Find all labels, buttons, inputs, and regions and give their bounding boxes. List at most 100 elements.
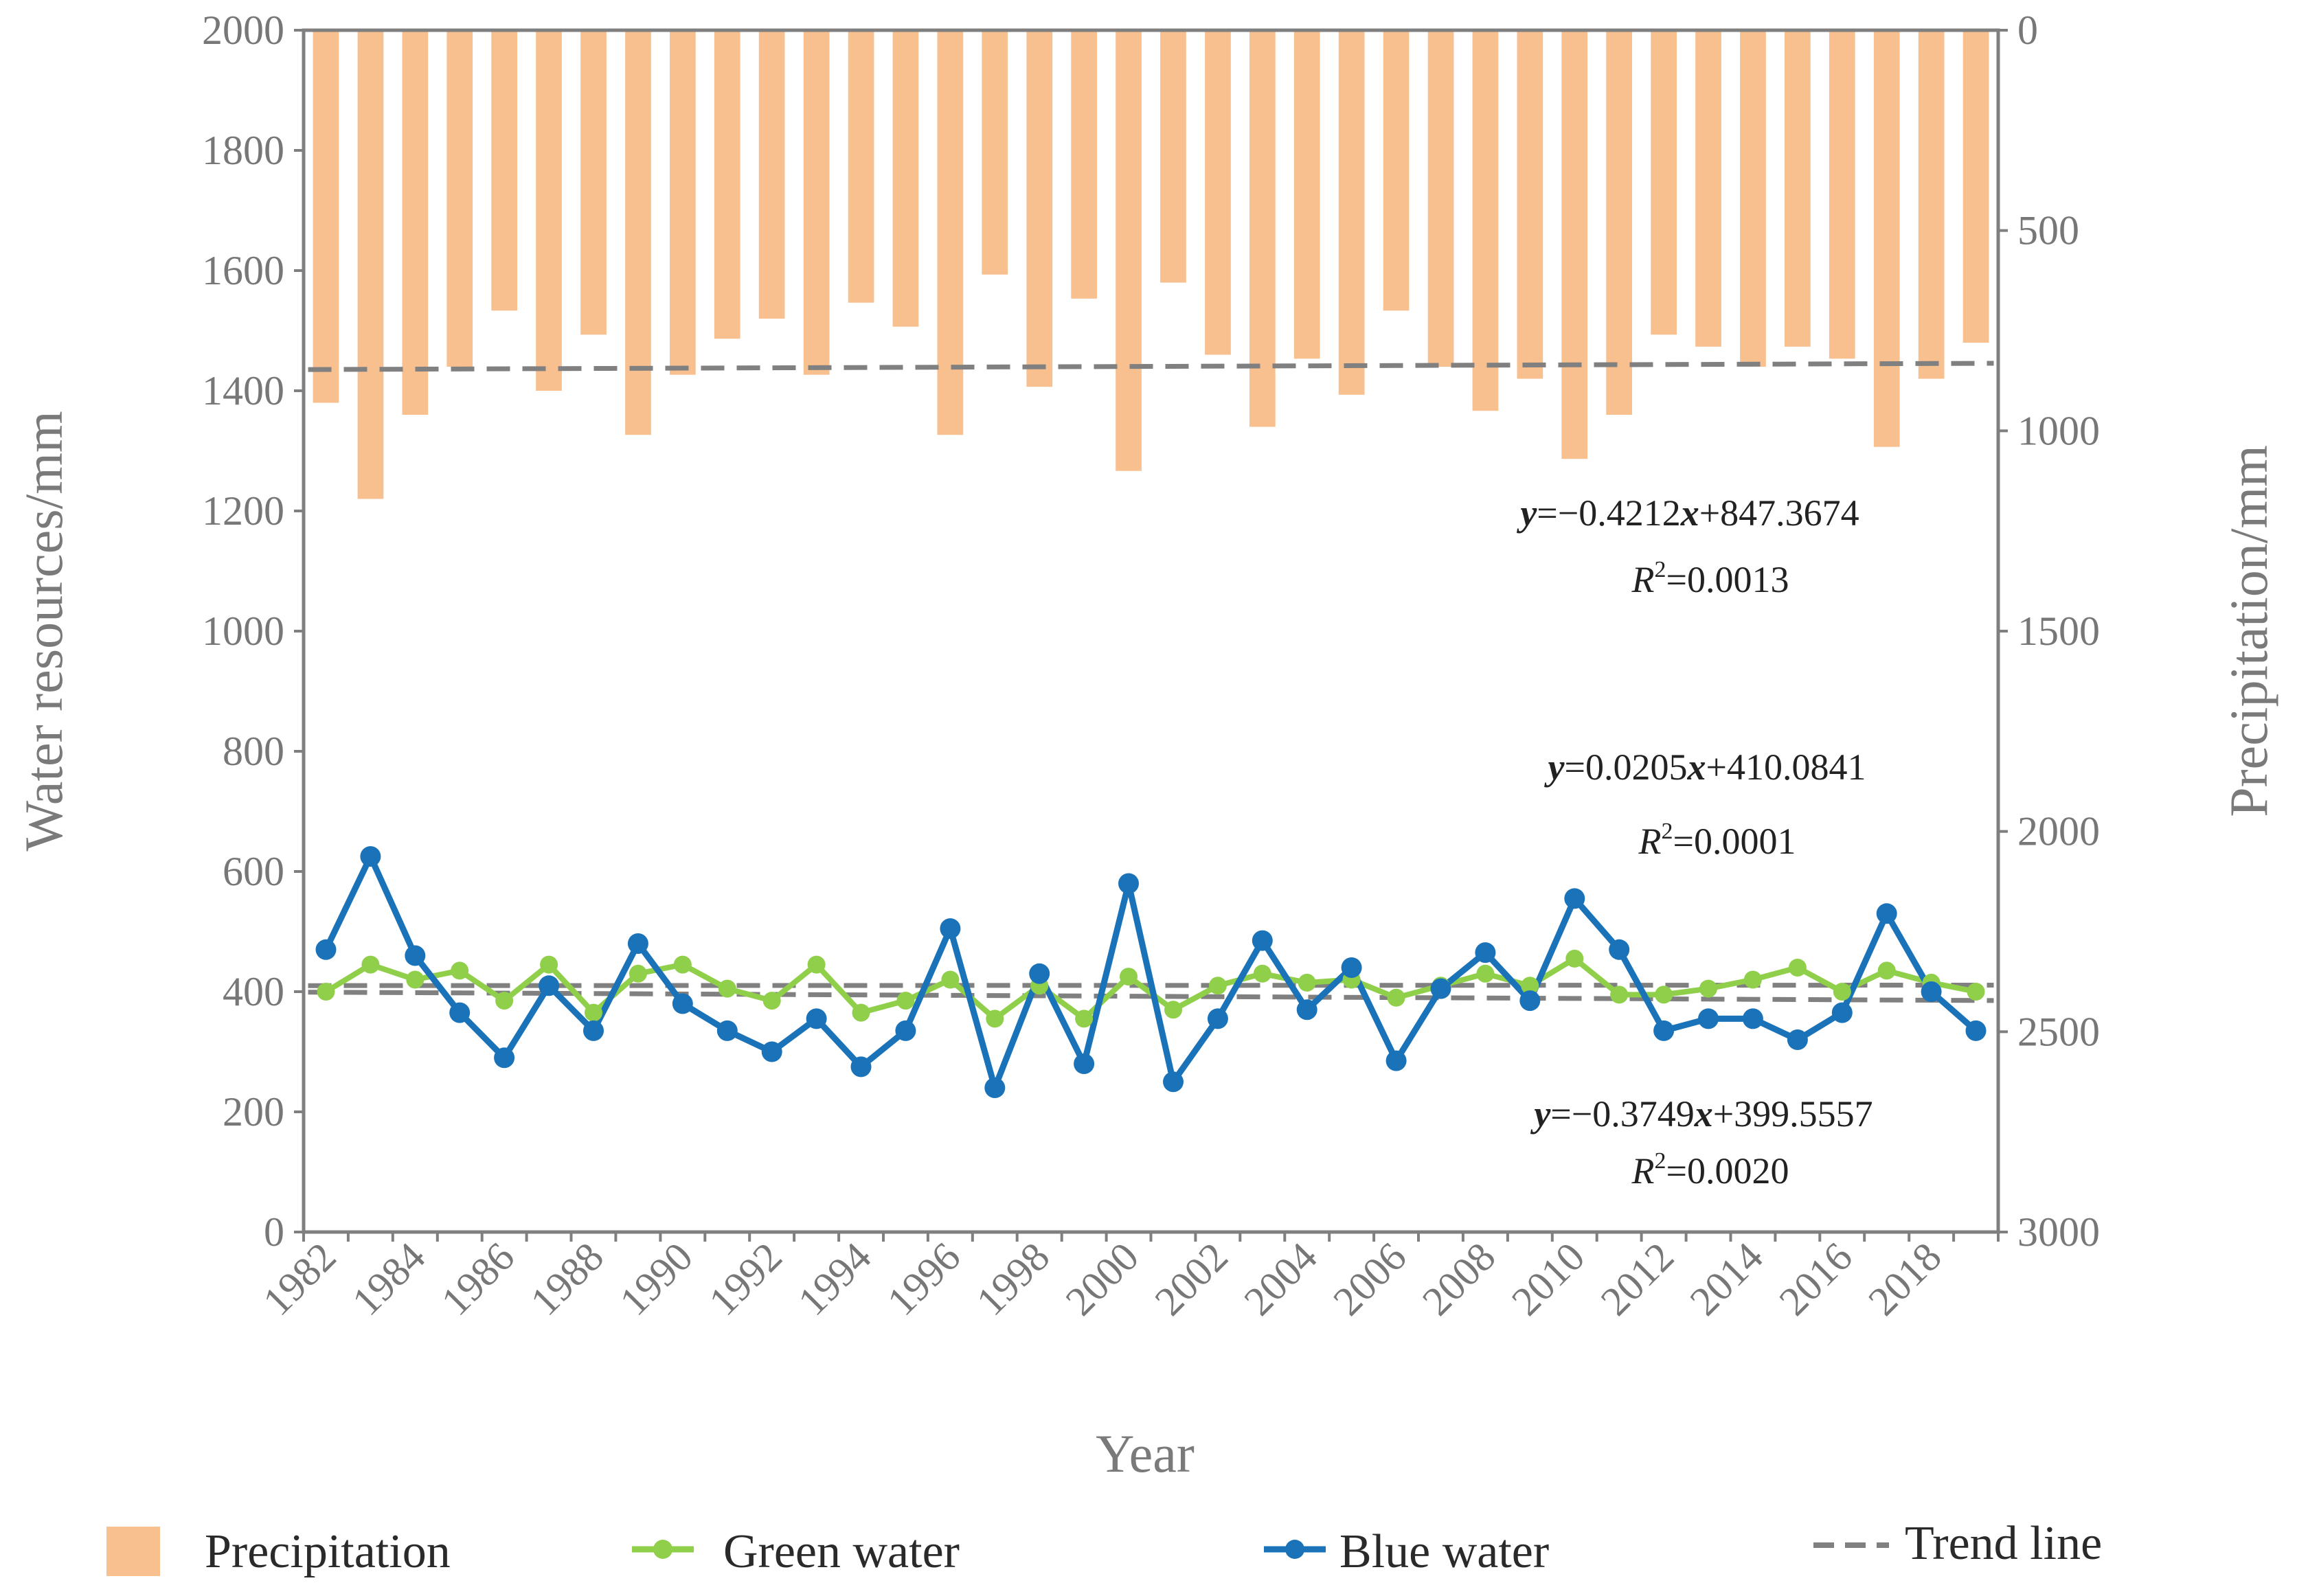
x-tick-label-2014: 2014: [1682, 1234, 1772, 1325]
legend-precipitation-swatch: [106, 1527, 160, 1576]
green-water-point-2006: [1387, 988, 1405, 1007]
precipitation-bar-2013: [1695, 30, 1721, 347]
green-water-point-1990: [673, 955, 692, 974]
green-water-point-2009: [1521, 977, 1539, 995]
blue-water-point-1982: [315, 939, 337, 960]
x-tick-label-2016: 2016: [1770, 1234, 1861, 1325]
x-tick-label-2012: 2012: [1592, 1234, 1683, 1325]
blue-water-point-2010: [1564, 888, 1585, 909]
blue-water-point-2014: [1742, 1008, 1763, 1029]
blue-water-point-1987: [539, 975, 560, 996]
blue-water-point-2001: [1163, 1071, 1184, 1093]
precipitation-bar-2019: [1962, 30, 1989, 343]
precipitation-bar-1986: [491, 30, 517, 311]
blue-water-point-2011: [1609, 939, 1630, 960]
precipitation-bar-1983: [357, 30, 384, 499]
blue-water-point-1986: [494, 1047, 515, 1069]
green-water-point-2011: [1610, 985, 1629, 1004]
green-water-point-1986: [495, 992, 514, 1010]
right-tick-label-500: 500: [2017, 208, 2079, 253]
left-tick-label-1000: 1000: [202, 608, 284, 654]
precipitation-bar-1991: [714, 30, 740, 339]
legend-green-water-marker: [653, 1540, 672, 1559]
green-water-point-2015: [1788, 959, 1807, 977]
blue-water-point-1994: [850, 1056, 872, 1078]
green-water-point-2008: [1476, 964, 1495, 983]
blue-water-point-2016: [1831, 1002, 1853, 1023]
blue-water-point-1989: [627, 933, 648, 954]
x-tick-label-1988: 1988: [522, 1234, 613, 1325]
precipitation-bar-1992: [758, 30, 785, 319]
blue-water-point-1988: [583, 1020, 604, 1041]
precipitation-trend-equation: y=−0.4212x+847.3674: [1516, 492, 1859, 534]
green-water-point-1987: [540, 955, 558, 974]
green-water-point-1988: [585, 1003, 602, 1022]
blue-water-point-1998: [1029, 963, 1050, 984]
blue-water-trend-r2: R2=0.0020: [1631, 1148, 1789, 1192]
precipitation-bar-2012: [1651, 30, 1677, 335]
precipitation-bar-2016: [1829, 30, 1855, 359]
left-tick-label-1200: 1200: [202, 488, 284, 534]
green-water-point-1989: [629, 964, 647, 983]
x-tick-label-1998: 1998: [968, 1234, 1059, 1325]
blue-water-point-2015: [1787, 1029, 1808, 1050]
green-water-point-2002: [1208, 977, 1227, 995]
x-tick-label-2008: 2008: [1414, 1234, 1504, 1325]
blue-water-point-2008: [1475, 942, 1496, 964]
left-tick-label-2000: 2000: [202, 8, 284, 53]
green-water-point-1984: [406, 970, 425, 989]
blue-water-point-2000: [1118, 873, 1139, 894]
precipitation-bar-1997: [982, 30, 1008, 275]
precipitation-bar-1996: [937, 30, 964, 435]
precipitation-bars: [313, 30, 1989, 499]
blue-water-point-2012: [1653, 1020, 1675, 1041]
green-water-point-1992: [762, 992, 781, 1010]
trend-lines: [308, 361, 1994, 1003]
left-tick-label-1400: 1400: [202, 368, 284, 413]
legend-blue-water-label: Blue water: [1339, 1525, 1549, 1578]
left-tick-label-1600: 1600: [202, 248, 284, 293]
precipitation-bar-2000: [1116, 30, 1142, 471]
green-water-point-2000: [1120, 968, 1138, 986]
green-water-point-1993: [807, 955, 826, 974]
green-water-point-2012: [1655, 985, 1673, 1004]
precipitation-bar-1993: [803, 30, 830, 375]
green-water-point-2001: [1164, 1001, 1182, 1019]
blue-water-point-1997: [984, 1078, 1006, 1098]
x-tick-label-1994: 1994: [789, 1234, 880, 1325]
green-water-point-2003: [1253, 964, 1271, 983]
green-water-trend-r2: R2=0.0001: [1638, 819, 1796, 862]
precipitation-bar-1994: [848, 30, 874, 303]
precipitation-bar-2011: [1606, 30, 1632, 415]
green-water-point-1996: [941, 970, 960, 989]
x-tick-label-2006: 2006: [1324, 1234, 1415, 1325]
blue-water-trend-equation: y=−0.3749x+399.5557: [1530, 1093, 1873, 1135]
precipitation-bar-1987: [536, 30, 562, 391]
precipitation-bar-2001: [1160, 30, 1186, 283]
blue-water-point-1999: [1074, 1053, 1095, 1074]
right-tick-label-1000: 1000: [2017, 408, 2100, 453]
green-water-point-1983: [361, 955, 380, 974]
legend-trend-line-label: Trend line: [1905, 1517, 2102, 1570]
trend-line-precipitation: [308, 361, 1994, 372]
blue-water-point-1983: [360, 846, 381, 867]
green-water-trend-equation: y=0.0205x+410.0841: [1544, 746, 1866, 788]
green-water-point-2014: [1743, 970, 1762, 989]
blue-water-point-1990: [672, 993, 693, 1014]
precipitation-bar-1984: [402, 30, 429, 415]
left-axis-ticks: 0 200 400 600 800 1000 1200 1400 1600 1800 2000: [202, 8, 304, 1255]
x-axis-title: Year: [1096, 1424, 1195, 1483]
precipitation-bar-1998: [1026, 30, 1053, 387]
green-water-point-2019: [1967, 983, 1985, 1001]
green-water-point-2004: [1298, 973, 1316, 992]
blue-water-point-2009: [1519, 990, 1541, 1012]
green-water-point-1991: [718, 979, 736, 998]
blue-water-point-1991: [716, 1020, 738, 1041]
left-tick-label-0: 0: [264, 1209, 284, 1255]
precipitation-bar-2010: [1561, 30, 1588, 459]
green-water-point-2013: [1699, 979, 1717, 998]
precipitation-bar-1995: [892, 30, 919, 327]
precipitation-bar-2015: [1785, 30, 1811, 347]
precipitation-bar-1999: [1071, 30, 1097, 299]
